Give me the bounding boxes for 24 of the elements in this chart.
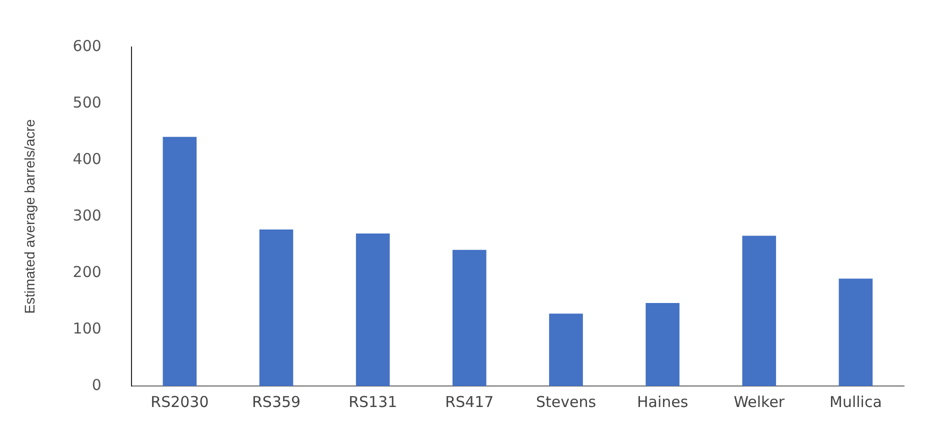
x-tick-label: RS359 [252, 392, 301, 411]
y-tick-label: 0 [92, 376, 102, 394]
x-tick-label: RS131 [348, 392, 398, 411]
x-tick-label: Stevens [536, 392, 596, 411]
y-tick-label: 600 [72, 36, 102, 55]
x-tick-label: RS2030 [150, 392, 209, 411]
x-tick-label: Welker [734, 392, 786, 411]
bar [452, 250, 486, 386]
bar [838, 278, 873, 386]
y-axis-title: Estimated average barrels/acre [21, 119, 38, 314]
bar [646, 302, 680, 386]
x-tick-label: Mullica [830, 392, 882, 411]
y-tick-label: 200 [72, 262, 102, 281]
x-tick-label: Haines [636, 392, 688, 411]
x-tick-label: RS417 [445, 392, 494, 411]
y-tick-label: 400 [72, 150, 102, 168]
y-tick-label: 500 [72, 93, 102, 112]
y-tick-label: 100 [72, 319, 102, 338]
y-tick-label: 300 [72, 206, 102, 224]
bar [742, 236, 776, 386]
bar [162, 136, 197, 386]
bar [549, 314, 583, 386]
bar [356, 233, 390, 386]
bar [259, 229, 294, 386]
